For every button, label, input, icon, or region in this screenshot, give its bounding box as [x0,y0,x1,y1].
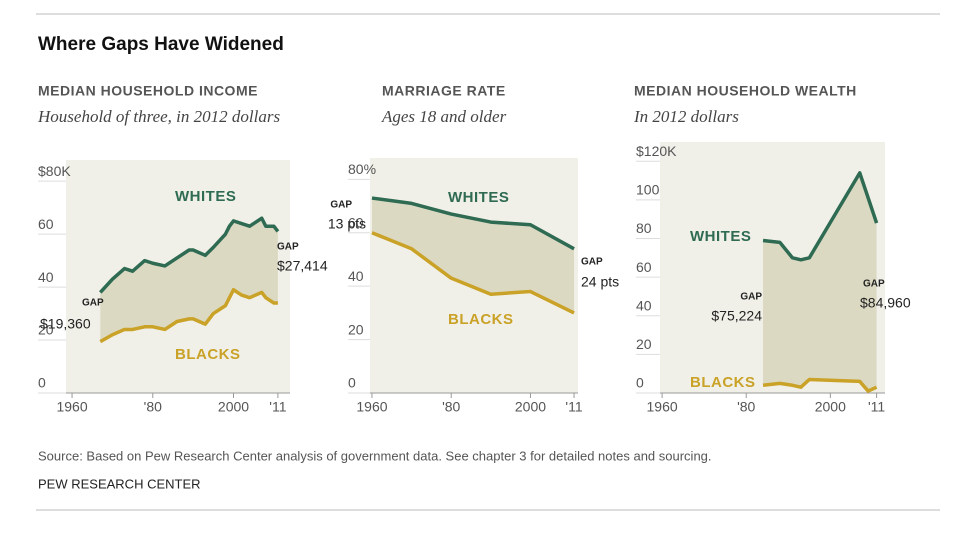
y-tick-label: 0 [38,375,46,391]
y-tick-label: 60 [38,216,54,232]
x-tick-label: '80 [737,399,755,415]
panel-title: MEDIAN HOUSEHOLD INCOME [38,83,258,99]
y-tick-label: 20 [38,322,54,338]
y-tick-label: 80% [348,161,376,177]
series-line [99,216,280,294]
series-label: WHITES [448,189,509,206]
x-tick-label: 1960 [647,399,678,415]
series-label: WHITES [175,188,236,205]
series-label: BLACKS [175,346,241,363]
y-tick-label: 80 [636,220,652,236]
annotation: $84,960 [860,295,911,311]
panel-title: MEDIAN HOUSEHOLD WEALTH [634,83,857,99]
x-tick-label: 2000 [218,399,249,415]
y-tick-label: 100 [636,182,660,198]
y-tick-label: 0 [636,375,644,391]
x-tick-label: '11 [269,399,286,415]
x-tick-label: 2000 [815,399,846,415]
gap-area [371,198,575,313]
x-tick-label: '11 [868,399,885,415]
annotation: GAP [330,200,352,211]
panel-title: MARRIAGE RATE [382,83,506,99]
title: Where Gaps Have Widened [38,34,284,55]
annotation: $19,360 [40,316,91,332]
gap-area [763,172,877,392]
x-tick-label: '80 [442,399,460,415]
panel-subtitle: Household of three, in 2012 dollars [37,107,280,126]
y-tick-label: $80K [38,163,71,179]
panel-subtitle: In 2012 dollars [633,107,739,126]
y-tick-label: 20 [348,321,364,337]
gap-area [100,218,278,342]
annotation: GAP [581,257,603,268]
series-line [99,287,278,344]
series-label: BLACKS [448,311,514,328]
series-line [762,377,878,393]
annotation: GAP [82,298,104,309]
y-tick-label: 60 [636,259,652,275]
annotation: 24 pts [581,274,619,290]
series-line [371,231,575,315]
credit: PEW RESEARCH CENTER [38,476,201,491]
y-tick-label: 40 [348,268,364,284]
series-line [762,171,879,262]
annotation: $27,414 [277,258,328,274]
x-tick-label: 1960 [56,399,87,415]
series-label: WHITES [690,228,751,245]
panel-subtitle: Ages 18 and older [381,107,507,126]
y-tick-label: 60 [348,214,364,230]
y-tick-label: $120K [636,143,677,159]
annotation: 13 pts [328,216,366,232]
series-label: BLACKS [690,374,756,391]
series-line [371,196,575,251]
annotation: GAP [277,242,299,253]
x-tick-label: 2000 [515,399,546,415]
annotation: $75,224 [711,308,762,324]
y-tick-label: 40 [38,269,54,285]
x-tick-label: 1960 [356,399,387,415]
x-tick-label: '80 [144,399,162,415]
y-tick-label: 0 [348,375,356,391]
y-tick-label: 40 [636,297,652,313]
x-tick-label: '11 [565,399,582,415]
annotation: GAP [740,292,762,303]
source: Source: Based on Pew Research Center ana… [38,448,712,463]
annotation: GAP [863,279,885,290]
y-tick-label: 20 [636,336,652,352]
